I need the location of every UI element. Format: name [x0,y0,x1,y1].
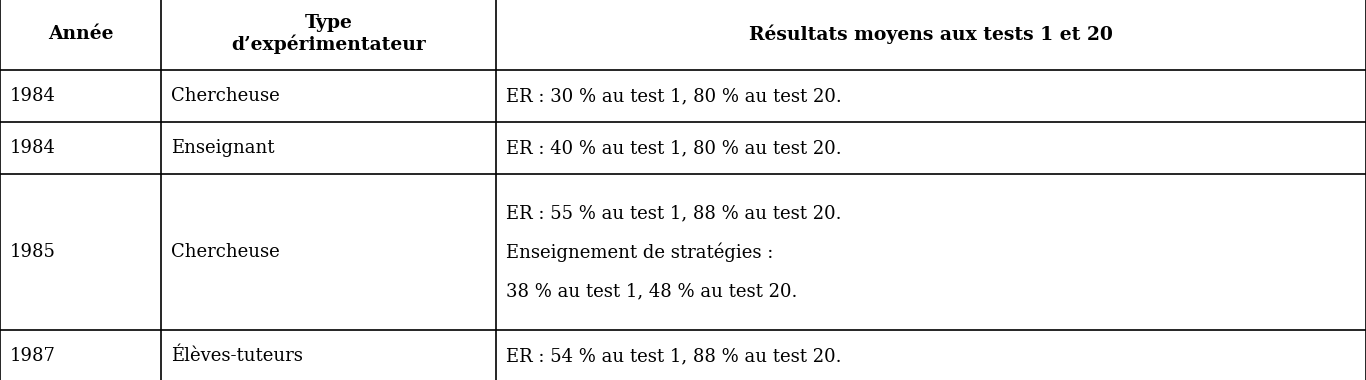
Text: Type
d’expérimentateur: Type d’expérimentateur [231,14,426,54]
Text: Chercheuse: Chercheuse [171,243,280,261]
Text: ER : 55 % au test 1, 88 % au test 20.: ER : 55 % au test 1, 88 % au test 20. [505,204,841,222]
Text: 1987: 1987 [10,347,56,365]
Text: 38 % au test 1, 48 % au test 20.: 38 % au test 1, 48 % au test 20. [505,282,798,300]
Text: ER : 40 % au test 1, 80 % au test 20.: ER : 40 % au test 1, 80 % au test 20. [505,139,841,157]
Text: ER : 54 % au test 1, 88 % au test 20.: ER : 54 % au test 1, 88 % au test 20. [505,347,841,365]
Text: Élèves-tuteurs: Élèves-tuteurs [171,347,303,365]
Text: Année: Année [48,25,113,43]
Text: 1985: 1985 [10,243,56,261]
Text: Chercheuse: Chercheuse [171,87,280,105]
Text: 1984: 1984 [10,139,56,157]
Text: 1984: 1984 [10,87,56,105]
Text: Résultats moyens aux tests 1 et 20: Résultats moyens aux tests 1 et 20 [749,24,1113,44]
Text: Enseignant: Enseignant [171,139,275,157]
Text: ER : 30 % au test 1, 80 % au test 20.: ER : 30 % au test 1, 80 % au test 20. [505,87,841,105]
Text: Enseignement de stratégies :: Enseignement de stratégies : [505,242,773,262]
